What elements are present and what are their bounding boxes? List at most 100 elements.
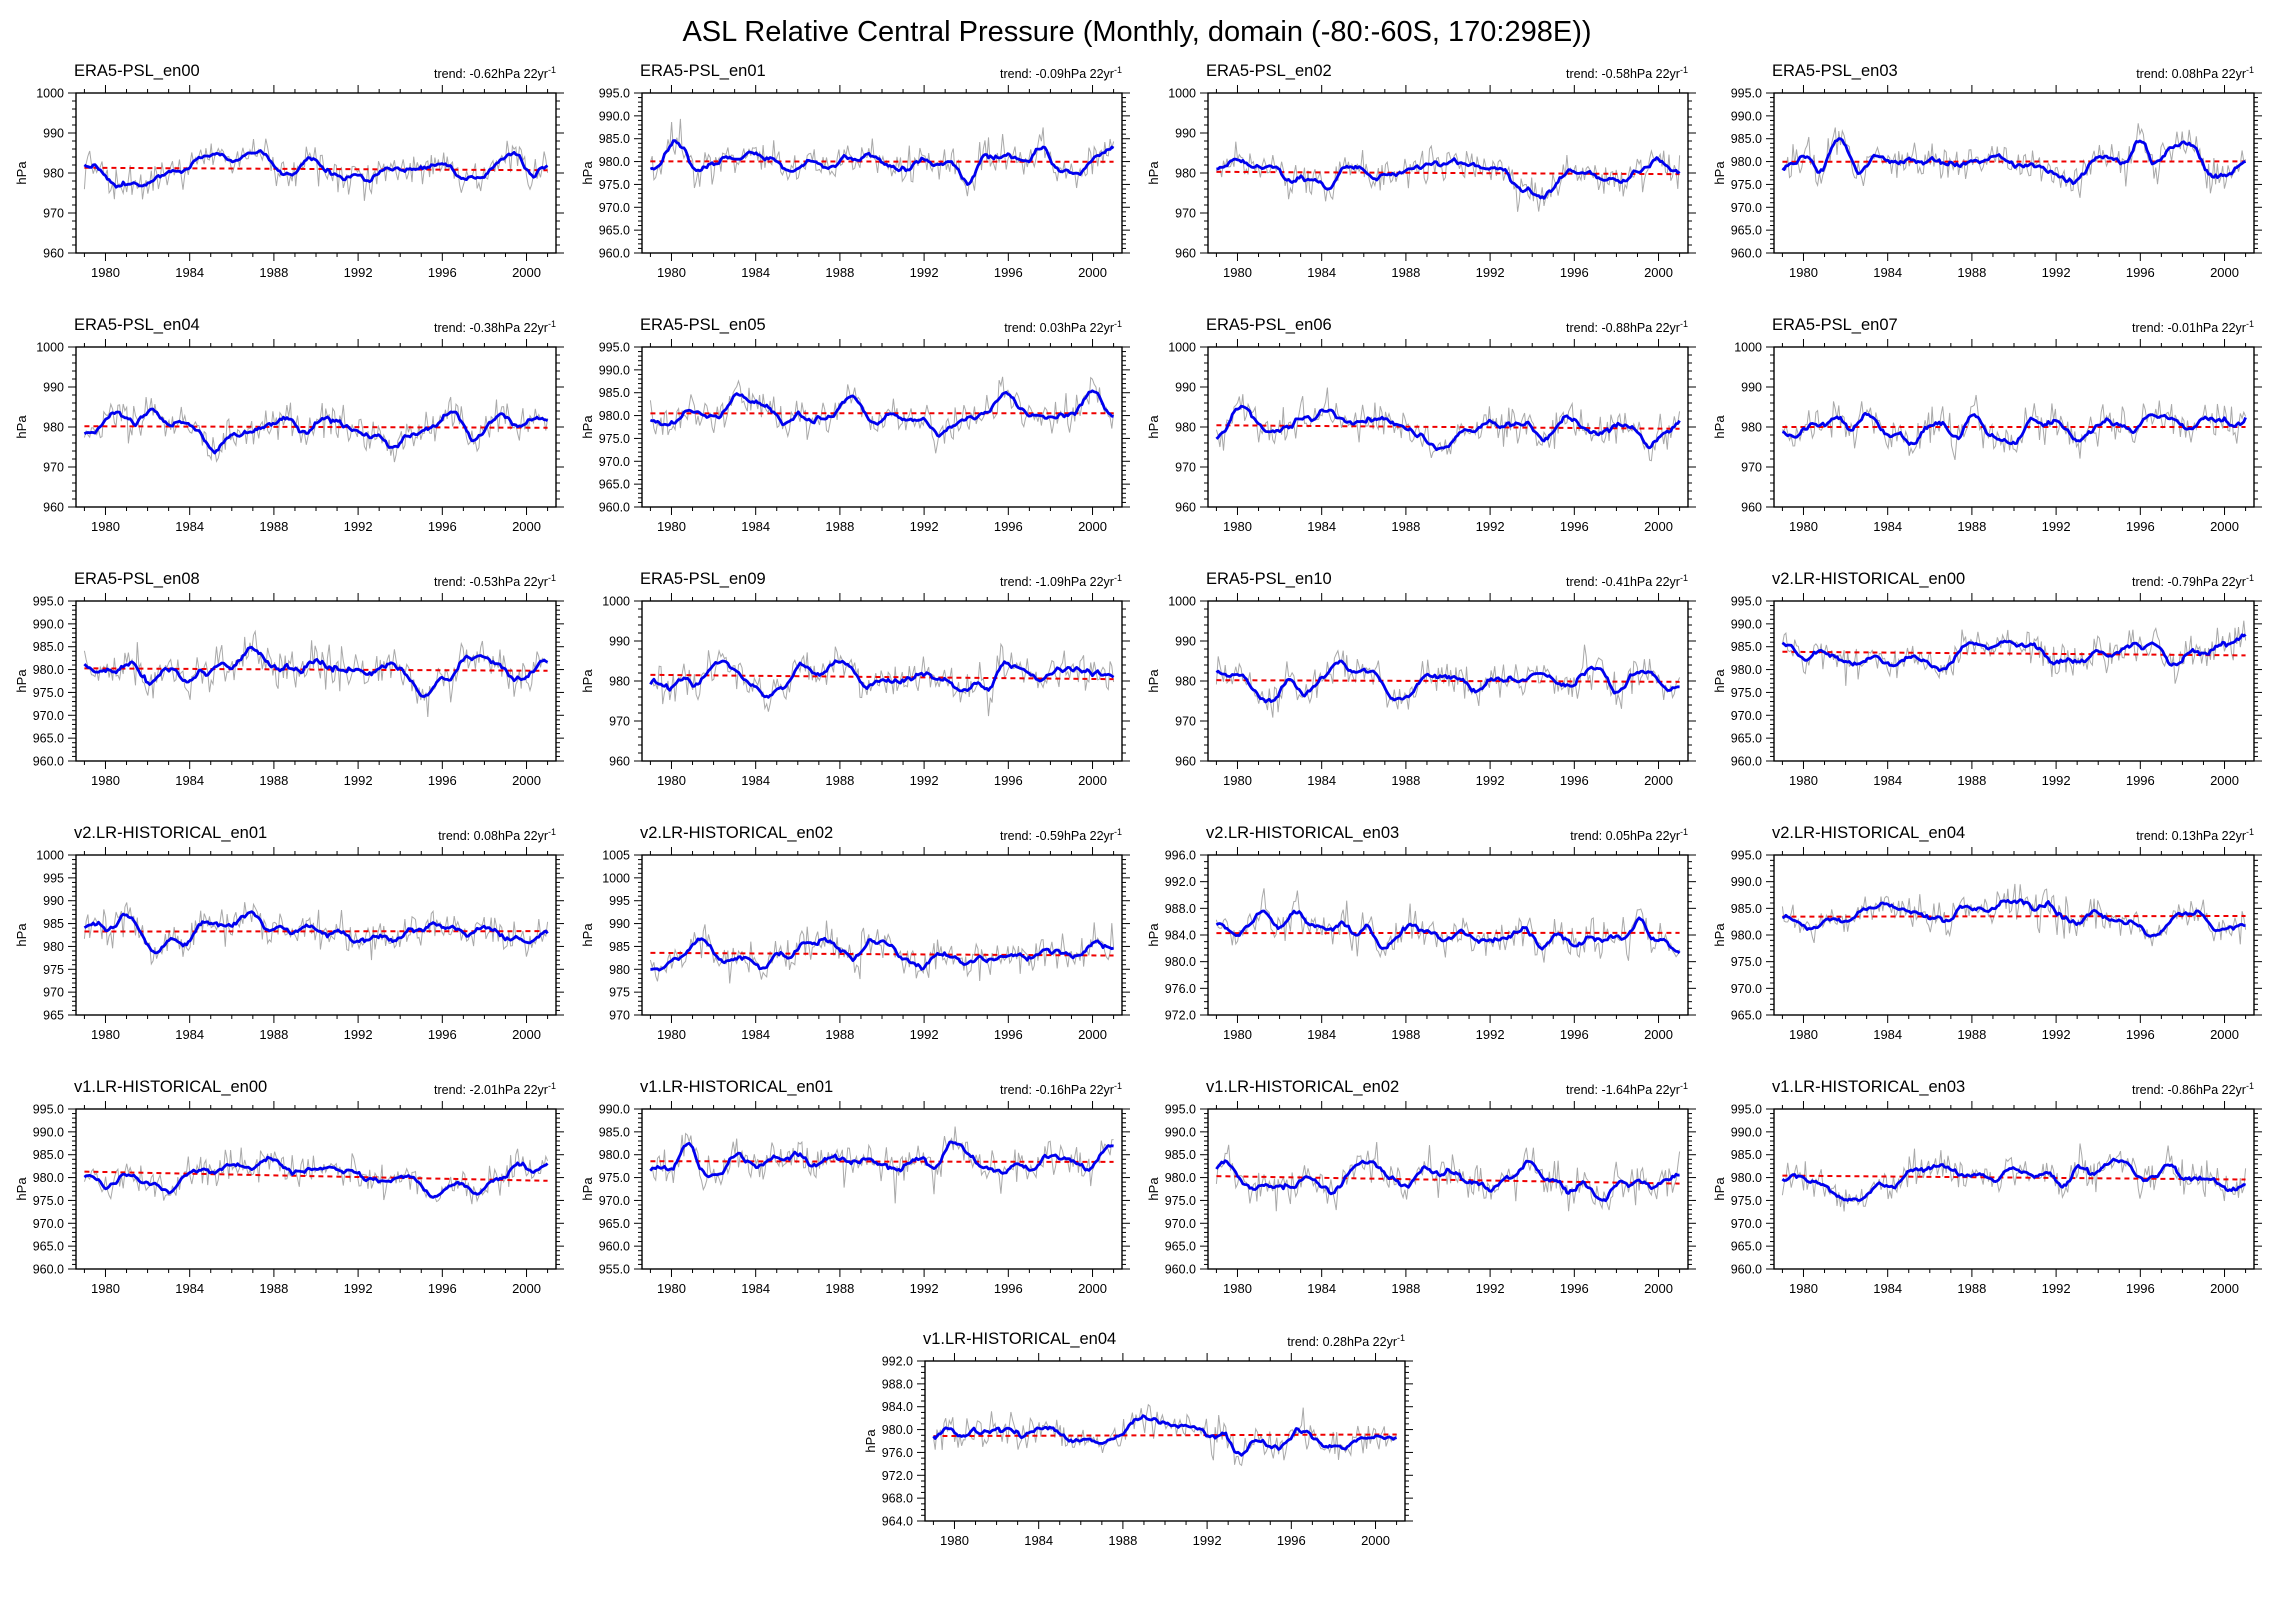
x-tick-label: 1988 [1957, 1281, 1986, 1296]
x-tick-label: 1992 [1476, 1027, 1505, 1042]
x-tick-label: 1996 [994, 265, 1023, 280]
panel-trend-annotation: trend: -0.41hPa 22yr-1 [1566, 573, 1688, 589]
trend-exponent: -1 [548, 1081, 556, 1091]
chart-panel: v2.LR-HISTORICAL_en03 trend: 0.05hPa 22y… [1144, 821, 1696, 1071]
x-tick-label: 1984 [1307, 519, 1336, 534]
trend-label: trend: -0.38hPa 22yr [434, 321, 548, 335]
axis-ticks [634, 1101, 1130, 1277]
y-tick-label: 990 [1175, 381, 1196, 395]
panel-header: v2.LR-HISTORICAL_en00 trend: -0.79hPa 22… [1710, 567, 2262, 591]
smoothed-series-line [1782, 139, 2245, 184]
trend-exponent: -1 [1114, 827, 1122, 837]
x-tick-label: 1988 [259, 1281, 288, 1296]
x-tick-label: 1988 [1391, 773, 1420, 788]
x-tick-label: 1980 [1789, 519, 1818, 534]
chart-panel: ERA5-PSL_en05 trend: 0.03hPa 22yr-1 1980… [578, 313, 1130, 563]
y-tick-label: 965.0 [599, 224, 630, 238]
panel-trend-annotation: trend: 0.08hPa 22yr-1 [2136, 65, 2254, 81]
x-tick-label: 1992 [910, 773, 939, 788]
y-tick-label: 960.0 [599, 247, 630, 261]
smoothed-series-line [650, 141, 1113, 185]
x-tick-label: 1984 [1307, 1027, 1336, 1042]
y-tick-label: 960 [43, 247, 64, 261]
y-tick-label: 1000 [36, 341, 64, 355]
panel-title: ERA5-PSL_en10 [1206, 570, 1332, 589]
y-tick-label: 976.0 [1165, 982, 1196, 996]
axis-ticks [634, 339, 1130, 515]
x-tick-label: 1992 [910, 1027, 939, 1042]
y-tick-label: 980 [43, 940, 64, 954]
y-tick-label: 972.0 [1165, 1009, 1196, 1023]
y-tick-label: 988.0 [882, 1377, 913, 1391]
monthly-series-line [650, 119, 1113, 196]
y-tick-label: 975.0 [1731, 1194, 1762, 1208]
x-tick-label: 1992 [910, 519, 939, 534]
axis-ticks [1200, 1101, 1696, 1277]
trend-label: trend: -0.16hPa 22yr [1000, 1083, 1114, 1097]
x-tick-label: 1984 [1307, 1281, 1336, 1296]
y-tick-label: 960 [609, 755, 630, 769]
y-tick-label: 990.0 [599, 109, 630, 123]
y-tick-label: 980.0 [599, 409, 630, 423]
x-tick-label: 1984 [1873, 773, 1902, 788]
x-tick-label: 1996 [428, 773, 457, 788]
x-tick-label: 2000 [1078, 1027, 1107, 1042]
y-tick-label: 975.0 [33, 1194, 64, 1208]
y-tick-label: 975.0 [1731, 955, 1762, 969]
trend-exponent: -1 [2246, 573, 2254, 583]
y-axis-title: hPa [1712, 923, 1727, 947]
y-tick-label: 995.0 [33, 1103, 64, 1117]
y-tick-label: 1000 [602, 871, 630, 885]
y-tick-label: 980 [1175, 675, 1196, 689]
y-tick-label: 995.0 [1731, 849, 1762, 863]
plot-frame [76, 601, 556, 761]
y-tick-label: 965.0 [599, 1217, 630, 1231]
y-tick-label: 990 [43, 127, 64, 141]
monthly-series-line [1782, 621, 2245, 686]
chart-panel: v1.LR-HISTORICAL_en02 trend: -1.64hPa 22… [1144, 1075, 1696, 1325]
plot-frame [1774, 93, 2254, 253]
panel-header: ERA5-PSL_en06 trend: -0.88hPa 22yr-1 [1144, 313, 1696, 337]
panel-header: v1.LR-HISTORICAL_en03 trend: -0.86hPa 22… [1710, 1075, 2262, 1099]
trend-label: trend: -0.41hPa 22yr [1566, 575, 1680, 589]
x-tick-label: 1984 [1873, 1027, 1902, 1042]
x-tick-label: 1988 [259, 265, 288, 280]
y-tick-label: 985.0 [1731, 1148, 1762, 1162]
axis-ticks [1766, 847, 2262, 1023]
y-tick-label: 970.0 [1731, 709, 1762, 723]
monthly-series-line [1216, 1142, 1679, 1211]
y-tick-label: 980.0 [599, 155, 630, 169]
x-tick-label: 2000 [512, 265, 541, 280]
y-tick-label: 965.0 [1731, 1240, 1762, 1254]
x-tick-label: 2000 [512, 519, 541, 534]
x-tick-label: 1980 [1223, 773, 1252, 788]
y-tick-label: 990.0 [1731, 1125, 1762, 1139]
chart-panel: v2.LR-HISTORICAL_en04 trend: 0.13hPa 22y… [1710, 821, 2262, 1071]
x-tick-label: 2000 [1078, 773, 1107, 788]
x-tick-label: 2000 [1078, 519, 1107, 534]
y-tick-label: 960.0 [1165, 1263, 1196, 1277]
trend-exponent: -1 [2246, 827, 2254, 837]
chart-panel: ERA5-PSL_en03 trend: 0.08hPa 22yr-1 1980… [1710, 59, 2262, 309]
trend-label: trend: -0.01hPa 22yr [2132, 321, 2246, 335]
y-tick-label: 964.0 [882, 1515, 913, 1529]
trend-exponent: -1 [1680, 319, 1688, 329]
x-tick-label: 1980 [1223, 265, 1252, 280]
trend-label: trend: -0.59hPa 22yr [1000, 829, 1114, 843]
y-tick-label: 965.0 [33, 732, 64, 746]
panel-header: v2.LR-HISTORICAL_en01 trend: 0.08hPa 22y… [12, 821, 564, 845]
y-axis-title: hPa [1146, 923, 1161, 947]
panel-trend-annotation: trend: 0.13hPa 22yr-1 [2136, 827, 2254, 843]
y-tick-label: 970 [1175, 207, 1196, 221]
x-tick-label: 1988 [825, 519, 854, 534]
y-tick-label: 985 [609, 940, 630, 954]
x-tick-label: 1980 [91, 265, 120, 280]
x-tick-label: 1980 [657, 1027, 686, 1042]
chart-panel: ERA5-PSL_en02 trend: -0.58hPa 22yr-1 198… [1144, 59, 1696, 309]
y-tick-label: 1000 [1168, 341, 1196, 355]
